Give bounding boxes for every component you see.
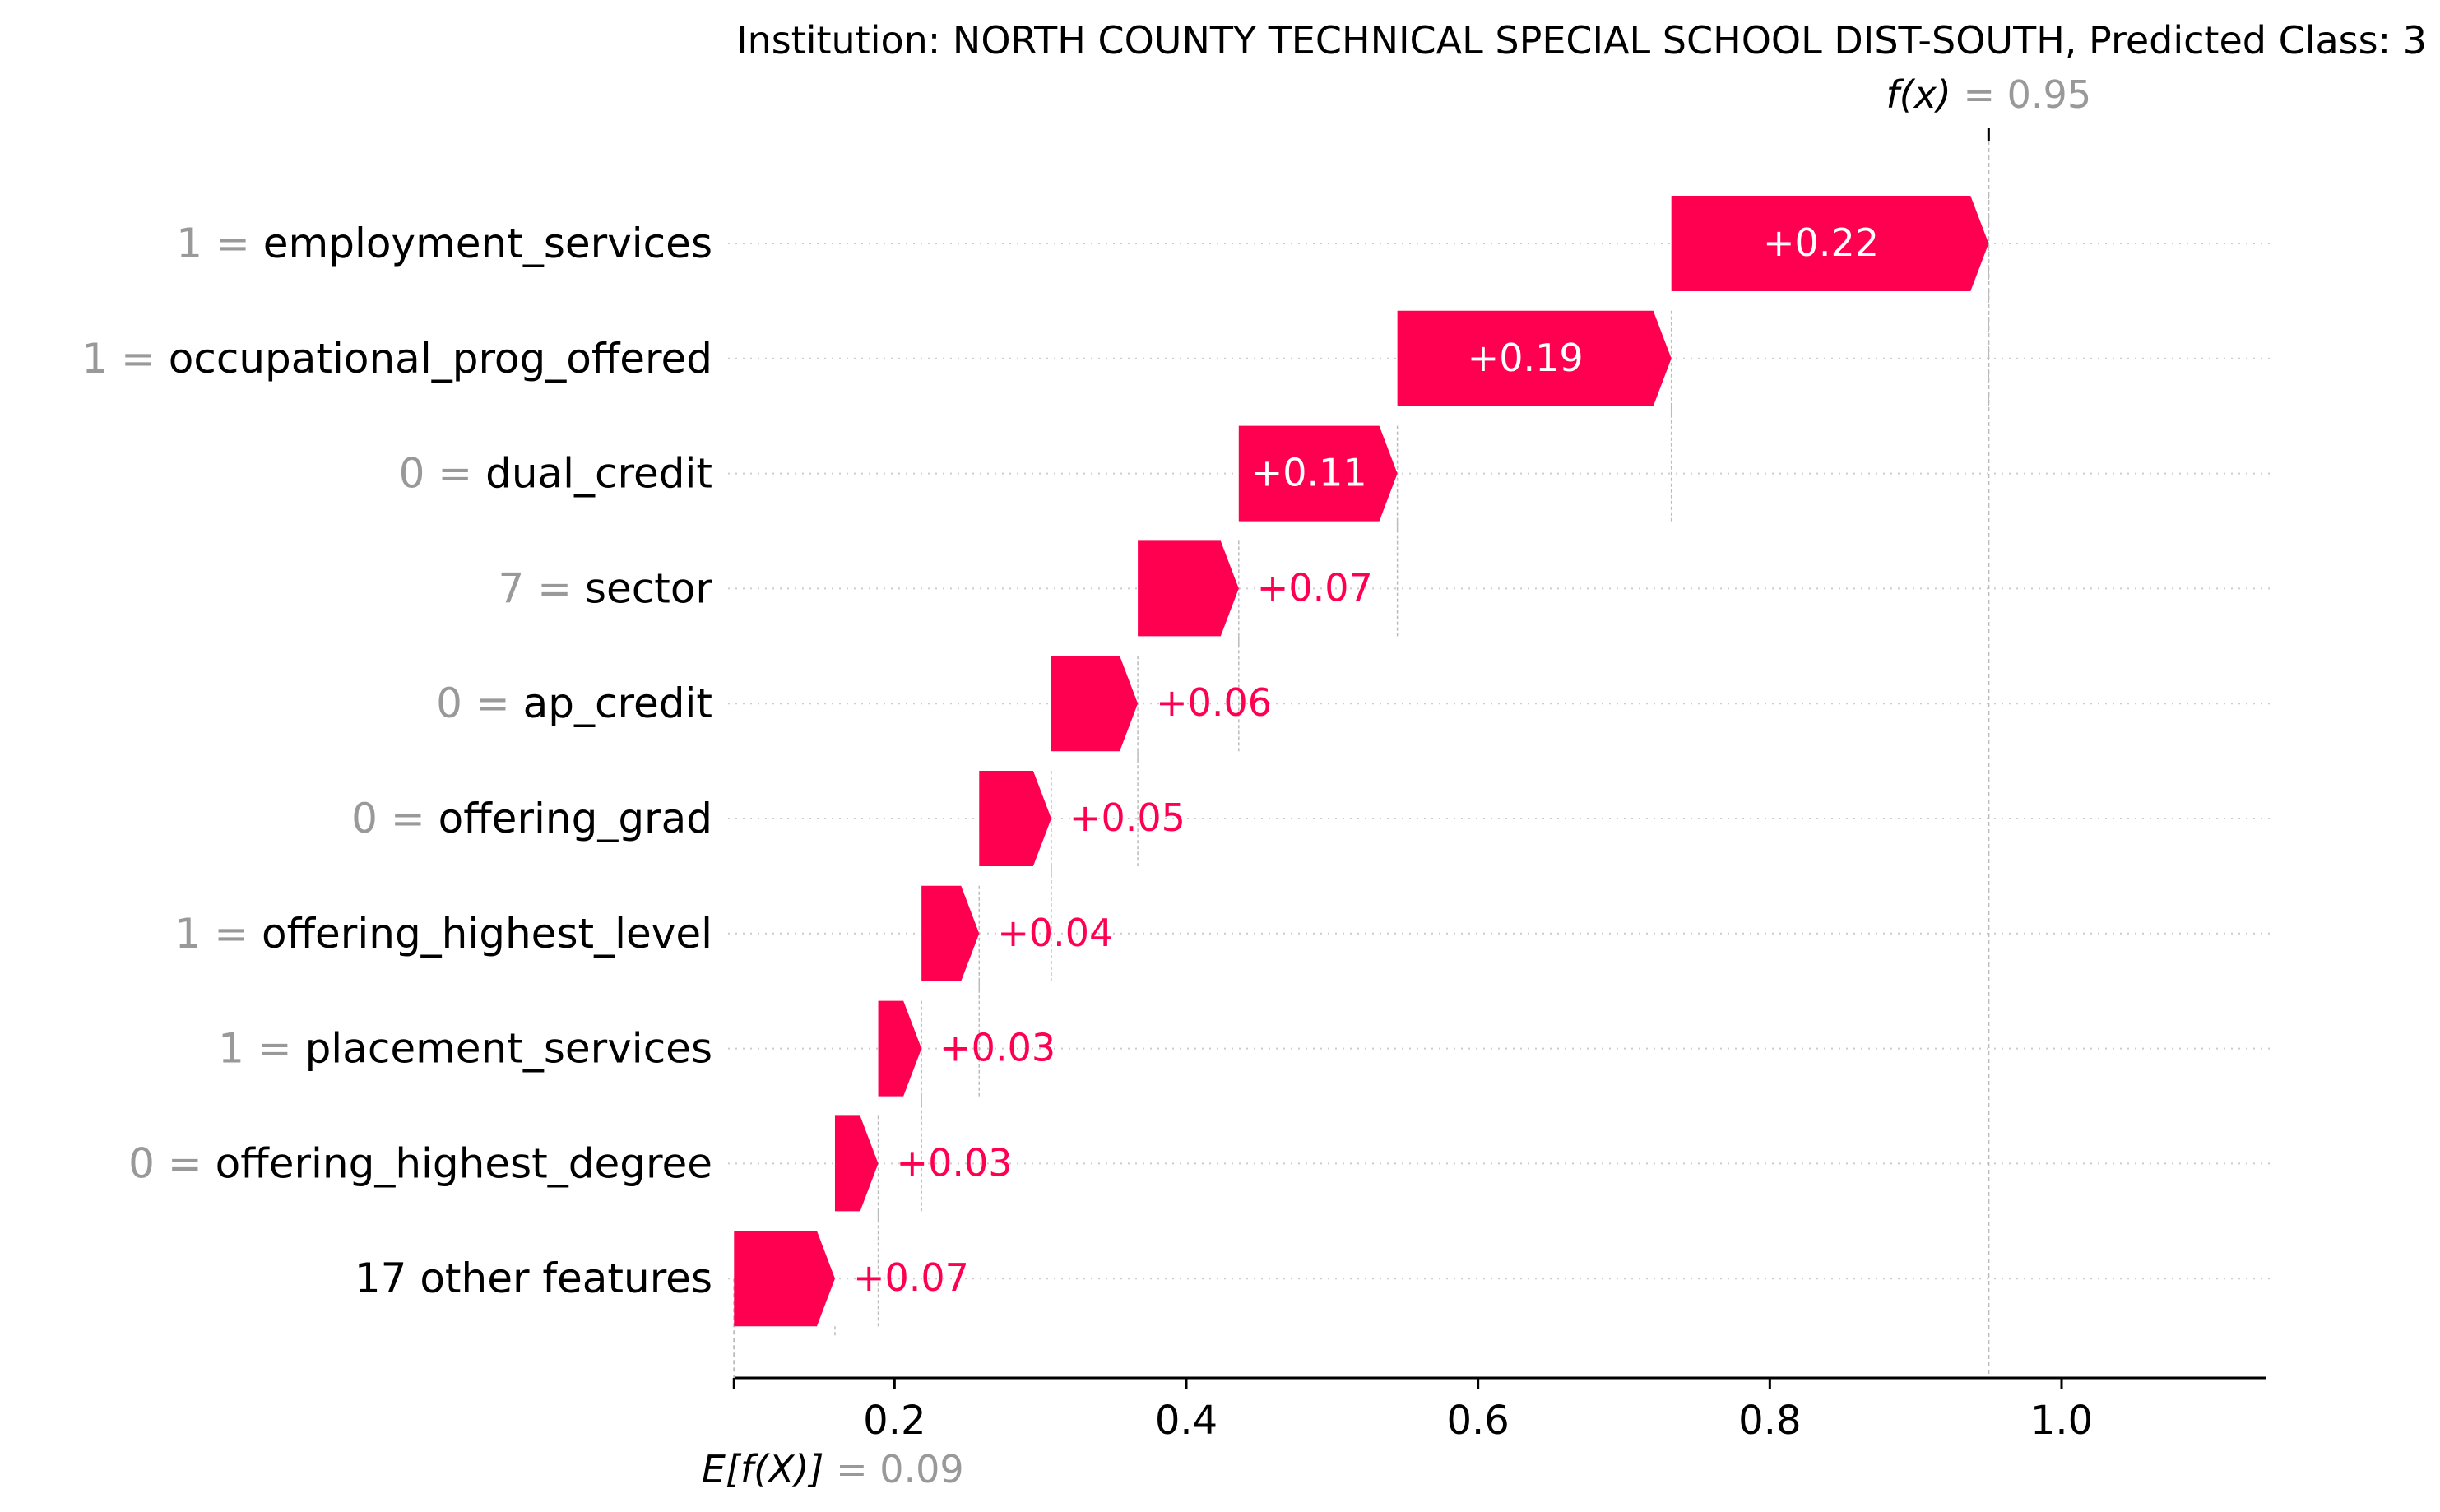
value-label: +0.05 xyxy=(1069,795,1185,840)
feature-value: 1 = xyxy=(176,220,263,267)
bar-offering_highest_degree xyxy=(834,1115,879,1212)
bar-17 other features xyxy=(734,1231,835,1327)
feature-name: dual_credit xyxy=(485,450,712,498)
fx-name: f(x) xyxy=(1886,72,1951,117)
feature-name: placement_services xyxy=(305,1025,712,1073)
feature-name: ap_credit xyxy=(523,679,712,727)
base-value: = 0.09 xyxy=(836,1447,964,1491)
x-tick-label: 0.8 xyxy=(1738,1398,1801,1444)
feature-name: 17 other features xyxy=(355,1255,712,1302)
bar-ap_credit xyxy=(1051,656,1139,752)
feature-label: 1 = offering_highest_level xyxy=(175,910,713,958)
base-label: E[f(X)] = 0.09 xyxy=(702,1447,964,1491)
feature-label: 0 = offering_grad xyxy=(351,795,712,842)
feature-value: 1 = xyxy=(218,1025,305,1073)
feature-name: sector xyxy=(585,564,712,612)
value-label: +0.07 xyxy=(853,1255,969,1300)
x-tick-label: 0.4 xyxy=(1155,1398,1218,1444)
feature-label: 0 = offering_highest_degree xyxy=(128,1139,712,1187)
feature-label: 17 other features xyxy=(355,1255,712,1302)
bar-sector xyxy=(1138,540,1239,637)
chart-title: Institution: NORTH COUNTY TECHNICAL SPEC… xyxy=(736,18,2427,63)
feature-name: offering_highest_degree xyxy=(216,1139,712,1187)
fx-value: = 0.95 xyxy=(1964,72,2092,117)
bar-placement_services xyxy=(878,1000,922,1097)
feature-label: 1 = occupational_prog_offered xyxy=(81,335,712,383)
feature-value: 0 = xyxy=(351,795,438,842)
base-annotation: E[f(X)] = 0.09 xyxy=(702,1447,964,1491)
bar-offering_highest_level xyxy=(921,885,980,981)
feature-label: 0 = dual_credit xyxy=(399,450,712,498)
value-label: +0.04 xyxy=(997,911,1113,955)
feature-value: 0 = xyxy=(436,679,523,727)
value-label: +0.03 xyxy=(939,1026,1055,1070)
bar-offering_grad xyxy=(979,771,1051,866)
bar-dual_credit xyxy=(1238,425,1398,522)
feature-label: 1 = placement_services xyxy=(218,1025,712,1073)
value-labels: +0.22 +0.19 +0.11 +0.07 +0.06 +0.05 +0.04 +0.03… xyxy=(853,220,1879,1300)
x-tick-label: 1.0 xyxy=(2030,1398,2093,1444)
bar-occupational_prog_offered xyxy=(1397,310,1672,406)
value-label: +0.03 xyxy=(897,1140,1013,1185)
bar-employment_services xyxy=(1671,196,1989,291)
feature-name: occupational_prog_offered xyxy=(169,335,712,383)
feature-name: employment_services xyxy=(263,220,712,267)
feature-value: 1 = xyxy=(175,910,262,958)
feature-label: 7 = sector xyxy=(498,564,712,612)
value-label: +0.22 xyxy=(1763,220,1879,265)
feature-label: 0 = ap_credit xyxy=(436,679,712,727)
x-tick-label: 0.6 xyxy=(1446,1398,1509,1444)
feature-name: offering_grad xyxy=(438,795,712,842)
connector-lines xyxy=(733,141,1990,1378)
feature-value: 7 = xyxy=(498,564,585,612)
fx-annotation: f(x) = 0.95 xyxy=(1886,72,2092,141)
feature-value: 1 = xyxy=(81,335,169,383)
value-label: +0.06 xyxy=(1156,680,1272,725)
base-name: E[f(X)] xyxy=(702,1447,824,1491)
feature-label: 1 = employment_services xyxy=(176,220,712,267)
feature-value: 0 = xyxy=(128,1139,216,1187)
x-tick-label: 0.2 xyxy=(863,1398,925,1444)
feature-name: offering_highest_level xyxy=(262,910,712,958)
feature-value: 0 = xyxy=(399,450,486,498)
fx-label: f(x) = 0.95 xyxy=(1886,72,2092,117)
value-label: +0.11 xyxy=(1251,451,1367,495)
value-label: +0.07 xyxy=(1257,565,1373,610)
bars xyxy=(734,196,1989,1327)
value-label: +0.19 xyxy=(1468,336,1584,380)
x-axis: 0.2 0.4 0.6 0.8 1.0 xyxy=(732,1376,2266,1444)
